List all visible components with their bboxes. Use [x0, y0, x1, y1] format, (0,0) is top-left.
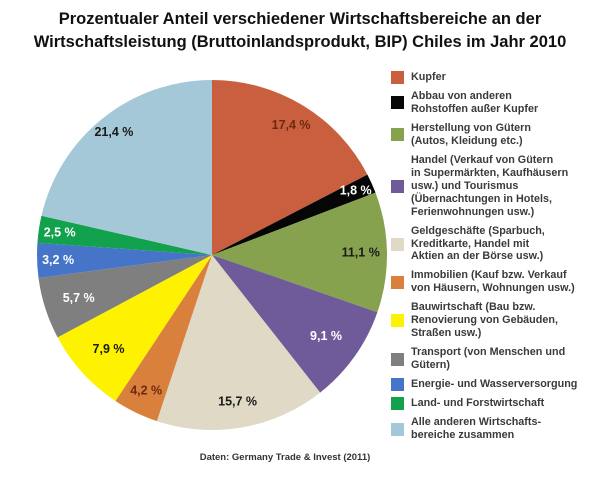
legend-item-herstellung-gueter: Herstellung von Gütern (Autos, Kleidung … [391, 122, 597, 148]
legend-swatch [391, 96, 404, 110]
pie-slice-abbau-andere-rohstoffe [212, 174, 376, 255]
legend-label: Immobilien (Kauf bzw. Verkauf von Häuser… [411, 269, 575, 295]
legend-swatch [391, 128, 404, 142]
pie-slice-geldgeschaefte [156, 255, 321, 430]
pie-slice-label-immobilien: 4,2 % [130, 383, 162, 397]
pie-slice-label-alle-anderen: 21,4 % [94, 125, 133, 139]
legend-item-kupfer: Kupfer [391, 71, 597, 84]
legend-swatch [391, 314, 404, 328]
legend-label: Energie- und Wasserversorgung [411, 378, 578, 391]
legend-item-energie-wasser: Energie- und Wasserversorgung [391, 378, 597, 392]
chart-title: Prozentualer Anteil verschiedener Wirtsc… [33, 10, 567, 52]
legend-swatch [391, 378, 404, 392]
pie-chart: 17,4 % 1,8 % 11,1 % 9,1 % 15,7 % 4,2 % 7,9 % 5,… [37, 80, 388, 430]
pie-slice-label-bauwirtschaft: 7,9 % [93, 342, 125, 356]
legend-label: Transport (von Menschen und Gütern) [411, 346, 566, 372]
pie-slice-label-handel-tourismus: 9,1 % [310, 329, 342, 343]
source-note: Daten: Germany Trade & Invest (2011) [199, 452, 371, 463]
legend-swatch [391, 179, 404, 193]
legend-label: Bauwirtschaft (Bau bzw. Renovierung von … [411, 301, 558, 340]
legend-swatch [391, 275, 404, 289]
legend-swatch [391, 397, 404, 411]
legend-label: Handel (Verkauf von Gütern in Supermärkt… [411, 153, 569, 218]
pie-slice-label-energie-wasser: 3,2 % [42, 253, 74, 267]
pie-slice-bauwirtschaft [57, 255, 212, 401]
pie-slice-transport [38, 255, 212, 338]
pie-slice-label-geldgeschaefte: 15,7 % [218, 395, 257, 409]
legend-item-alle-anderen: Alle anderen Wirtschafts- bereiche zusam… [391, 416, 597, 442]
legend-swatch [391, 237, 404, 251]
legend-item-land-forstwirtschaft: Land- und Forstwirtschaft [391, 397, 597, 411]
pie-slice-immobilien [115, 255, 212, 422]
pie-slice-label-abbau-andere-rohstoffe: 1,8 % [340, 184, 372, 198]
pie-slice-kupfer [212, 80, 368, 255]
legend-label: Abbau von anderen Rohstoffen außer Kupfe… [411, 90, 539, 115]
pie-slice-energie-wasser [37, 242, 212, 279]
legend-swatch [391, 422, 404, 436]
legend-item-handel-tourismus: Handel (Verkauf von Gütern in Supermärkt… [391, 154, 597, 219]
pie-slice-land-forstwirtschaft [37, 215, 212, 255]
legend-item-immobilien: Immobilien (Kauf bzw. Verkauf von Häuser… [391, 269, 597, 295]
legend-item-abbau-andere-rohstoffe: Abbau von anderen Rohstoffen außer Kupfe… [391, 90, 597, 116]
legend-label: Land- und Forstwirtschaft [411, 397, 545, 410]
legend-label: Alle anderen Wirtschafts- bereiche zusam… [411, 416, 542, 442]
legend: Kupfer Abbau von anderen Rohstoffen auße… [391, 71, 597, 448]
pie-slice-label-herstellung-gueter: 11,1 % [342, 246, 380, 260]
pie-slice-label-transport: 5,7 % [63, 291, 95, 305]
legend-item-bauwirtschaft: Bauwirtschaft (Bau bzw. Renovierung von … [391, 301, 597, 340]
pie-slice-label-land-forstwirtschaft: 2,5 % [44, 225, 76, 239]
legend-item-geldgeschaefte: Geldgeschäfte (Sparbuch, Kreditkarte, Ha… [391, 225, 597, 264]
pie-slice-label-kupfer: 17,4 % [272, 118, 311, 132]
legend-label: Kupfer [411, 71, 446, 84]
legend-swatch [391, 352, 404, 366]
legend-label: Herstellung von Gütern (Autos, Kleidung … [411, 121, 531, 147]
pie-slice-alle-anderen [41, 80, 213, 255]
legend-label: Geldgeschäfte (Sparbuch, Kreditkarte, Ha… [411, 224, 545, 263]
legend-swatch [391, 71, 404, 84]
legend-item-transport: Transport (von Menschen und Gütern) [391, 346, 597, 372]
pie-slice-handel-tourismus [212, 255, 378, 393]
pie-slice-herstellung-gueter [212, 192, 388, 313]
